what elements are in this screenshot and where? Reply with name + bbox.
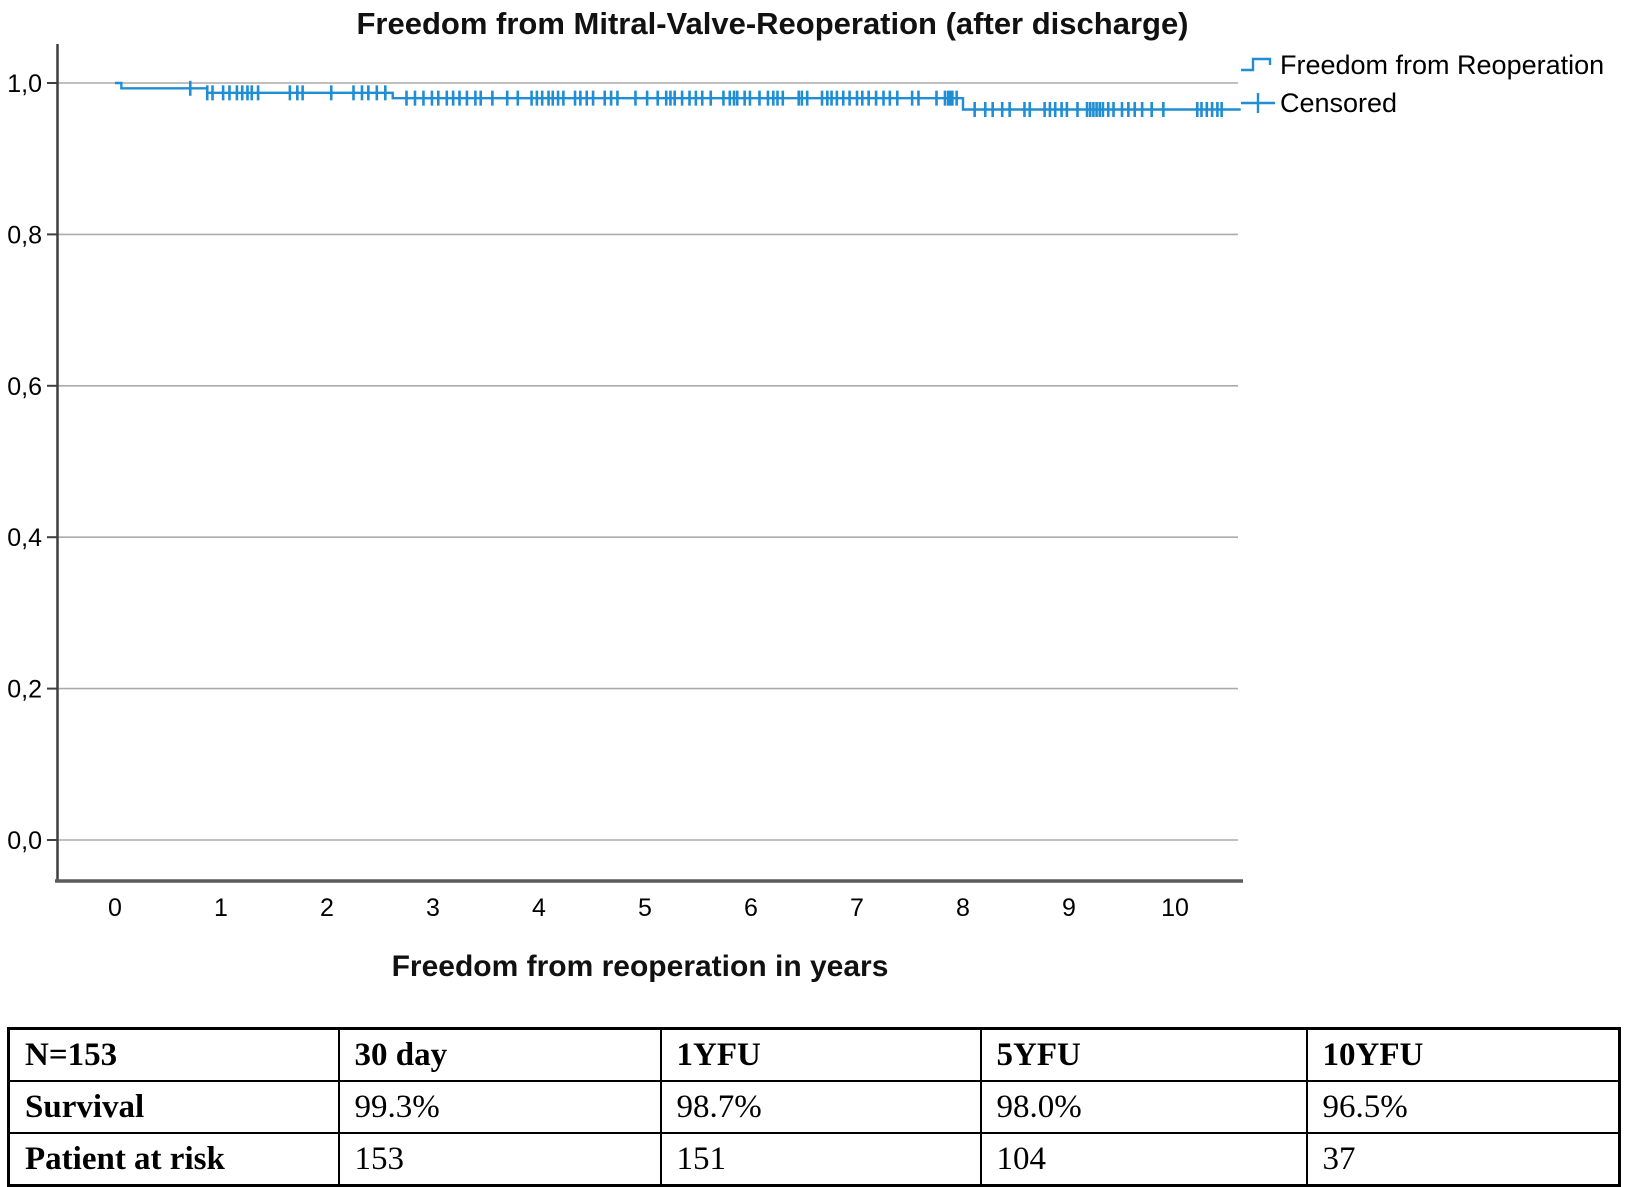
table-at-risk-row: Patient at risk 153 151 104 37 xyxy=(7,1132,1621,1187)
survival-30day: 99.3% xyxy=(337,1080,662,1134)
chart-title: Freedom from Mitral-Valve-Reoperation (a… xyxy=(356,6,1189,41)
table-header-30day: 30 day xyxy=(337,1027,662,1082)
censored-plus-icon xyxy=(1241,93,1275,113)
at-risk-row-label: Patient at risk xyxy=(7,1132,340,1187)
survival-5yfu: 98.0% xyxy=(979,1080,1308,1134)
x-tick-label: 6 xyxy=(744,894,758,922)
x-tick-labels: 0 1 2 3 4 5 6 7 8 9 10 xyxy=(108,894,1189,922)
x-tick-label: 7 xyxy=(850,894,864,922)
x-tick-label: 10 xyxy=(1161,894,1189,922)
table-header-10yfu: 10YFU xyxy=(1305,1027,1621,1082)
survival-10yfu: 96.5% xyxy=(1305,1080,1621,1134)
x-tick-label: 8 xyxy=(956,894,970,922)
gridlines xyxy=(57,82,1238,841)
survival-curve-group xyxy=(115,81,1241,111)
legend-item-censored: Censored xyxy=(1240,84,1604,122)
legend-censored-label: Censored xyxy=(1280,87,1398,118)
y-tick-label: 0,4 xyxy=(7,524,42,552)
at-risk-1yfu: 151 xyxy=(659,1132,982,1187)
y-tick-label: 0,0 xyxy=(7,827,42,855)
table-header-row: N=153 30 day 1YFU 5YFU 10YFU xyxy=(7,1027,1621,1082)
x-axis-title: Freedom from reoperation in years xyxy=(391,950,889,983)
table-survival-row: Survival 99.3% 98.7% 98.0% 96.5% xyxy=(7,1080,1621,1134)
survival-1yfu: 98.7% xyxy=(659,1080,982,1134)
table-cell-n: N=153 xyxy=(7,1027,340,1082)
survival-row-label: Survival xyxy=(7,1080,340,1134)
y-tick-label: 0,8 xyxy=(7,221,42,249)
censored-marks-group xyxy=(188,80,1223,117)
table-header-5yfu: 5YFU xyxy=(979,1027,1308,1082)
x-tick-label: 5 xyxy=(638,894,652,922)
y-tick-labels: 0,0 0,2 0,4 0,6 0,8 1,0 xyxy=(7,70,42,855)
y-tick-label: 0,2 xyxy=(7,676,42,704)
km-survival-plot: 0,0 0,2 0,4 0,6 0,8 1,0 0 1 2 3 4 5 6 7 8 9 10 xyxy=(7,44,1243,922)
x-tick-label: 2 xyxy=(320,894,334,922)
x-tick-label: 9 xyxy=(1062,894,1076,922)
at-risk-5yfu: 104 xyxy=(979,1132,1308,1187)
at-risk-30day: 153 xyxy=(337,1132,662,1187)
y-tick-label: 1,0 xyxy=(7,70,42,98)
summary-table: N=153 30 day 1YFU 5YFU 10YFU Survival 99… xyxy=(7,1027,1621,1187)
table-header-1yfu: 1YFU xyxy=(659,1027,982,1082)
x-tick-label: 1 xyxy=(214,894,228,922)
y-tick-label: 0,6 xyxy=(7,373,42,401)
step-line-icon xyxy=(1241,57,1272,72)
x-tick-label: 4 xyxy=(532,894,546,922)
x-tick-label: 3 xyxy=(426,894,440,922)
axes xyxy=(47,44,1243,883)
legend-item-series: Freedom from Reoperation xyxy=(1240,46,1604,84)
x-tick-label: 0 xyxy=(108,894,122,922)
survival-curve xyxy=(115,81,1241,111)
legend-series-label: Freedom from Reoperation xyxy=(1280,49,1605,80)
chart-legend: Freedom from Reoperation Censored xyxy=(1240,46,1604,122)
at-risk-10yfu: 37 xyxy=(1305,1132,1621,1187)
